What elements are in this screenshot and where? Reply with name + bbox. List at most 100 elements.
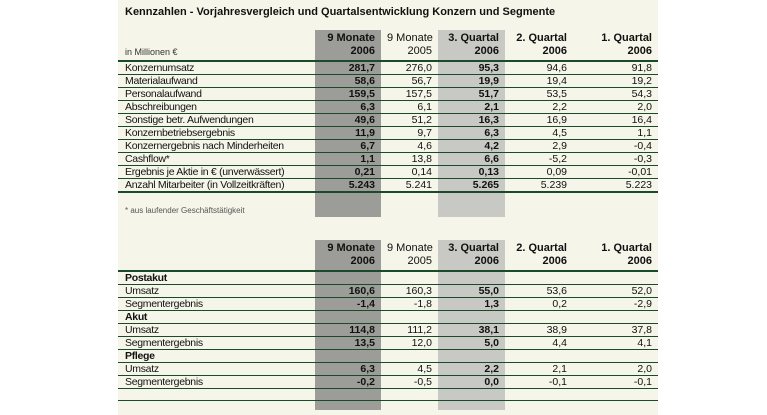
cell-value: 6,1 [381, 100, 438, 114]
cell-value: -0,3 [573, 152, 658, 166]
cell-value: 0,0 [438, 375, 505, 389]
column-header: 2. Quartal 2006 [505, 240, 573, 273]
report-panel: Kennzahlen - Vorjahresvergleich und Quar… [118, 0, 658, 415]
cell-value: 58,6 [315, 74, 381, 88]
column-header: 9 Monate 2006 [315, 240, 381, 273]
cell-value: 6,3 [438, 126, 505, 140]
cell-value: 5.265 [438, 178, 505, 193]
empty-cell [573, 310, 658, 324]
empty-cell [438, 271, 505, 285]
cell-value: -0,1 [505, 375, 573, 389]
cell-value: 4,5 [381, 362, 438, 376]
segment-name: Pflege [118, 349, 315, 363]
table-row: Ergebnis je Aktie in € (unverwässert) 0,2… [118, 165, 658, 179]
cell-value: 1,1 [573, 126, 658, 140]
table-row: Segmentergebnis 13,5 12,0 5,0 4,4 4,1 [118, 336, 658, 350]
cell-value: 276,0 [405, 62, 432, 75]
empty-cell [505, 310, 573, 324]
cell-value: 4,1 [573, 336, 658, 350]
cell-value: 54,3 [573, 87, 658, 101]
column-header-year: 2006 [350, 44, 375, 57]
cell-value: 38,1 [438, 323, 505, 337]
cell-value: -5,2 [505, 152, 573, 166]
column-header-year: 2006 [542, 254, 567, 267]
row-label: Konzernumsatz [125, 62, 195, 75]
column-header: 3. Quartal 2006 [438, 240, 505, 273]
cell-value: 157,5 [381, 87, 438, 101]
cell-value: 1,3 [438, 297, 505, 311]
table-row: Konzernbetriebsergebnis 11,9 9,7 6,3 4,5 1,1 [118, 126, 658, 140]
cell-value: 4,6 [381, 139, 438, 153]
cell-value: 13,8 [381, 152, 438, 166]
column-header-period: 3. Quartal [448, 242, 499, 254]
segment-figures-table: 9 Monate 2006 9 Monate 2005 3. Quartal 2006 2.… [118, 240, 658, 390]
column-header: 1. Quartal 2006 [573, 240, 658, 273]
column-header-period: 9 Monate [387, 32, 433, 44]
cell-value: 160,3 [381, 284, 438, 298]
empty-cell [573, 349, 658, 363]
cell-value: 2,1 [505, 362, 573, 376]
segment-section-row: Postakut [118, 271, 658, 285]
row-label: Sonstige betr. Aufwendungen [118, 113, 315, 127]
cell-value: 19,4 [505, 74, 573, 88]
row-label: Umsatz [118, 284, 315, 298]
cell-value: 4,2 [438, 139, 505, 153]
cell-value: -1,4 [315, 297, 381, 311]
cell-value: -1,8 [381, 297, 438, 311]
cell-value: 37,8 [573, 323, 658, 337]
column-header-year: 2006 [350, 254, 375, 267]
cell-value: 2,0 [573, 362, 658, 376]
cell-value: 11,9 [315, 126, 381, 140]
cell-value: 0,09 [505, 165, 573, 179]
column-header-year: 2006 [474, 254, 499, 267]
cell-value: 16,9 [505, 113, 573, 127]
column-header-year: 2006 [474, 44, 499, 57]
cell-value: 51,7 [438, 87, 505, 101]
cell-value: 5.223 [573, 178, 658, 193]
column-header: 9 Monate 2005 [381, 240, 438, 273]
column-header: 2. Quartal 2006 [505, 30, 573, 63]
table-row: Konzernergebnis nach Minderheiten 6,7 4,6 4… [118, 139, 658, 153]
cell-value: 51,2 [381, 113, 438, 127]
empty-cell [505, 271, 573, 285]
cell-value: -0,1 [573, 375, 658, 389]
cell-value: 5.243 [315, 178, 381, 193]
table-row: Personalaufwand 159,5 157,5 51,7 53,5 54,3 [118, 87, 658, 101]
table-row: Sonstige betr. Aufwendungen 49,6 51,2 16,3 1… [118, 113, 658, 127]
cell-value: 0,13 [438, 165, 505, 179]
empty-cell [381, 310, 438, 324]
segment-section-row: Akut [118, 310, 658, 324]
cell-value: -0,01 [573, 165, 658, 179]
empty-cell [438, 349, 505, 363]
cell-value: 2,2 [438, 362, 505, 376]
cell-value: 38,9 [505, 323, 573, 337]
cell-value: 2,2 [505, 100, 573, 114]
cell-value: 49,6 [315, 113, 381, 127]
cell-value: 4,5 [505, 126, 573, 140]
cell-value: 94,6 [546, 62, 567, 75]
column-header-period: 9 Monate [327, 32, 375, 44]
cell-value: 91,8 [631, 62, 652, 75]
empty-cell [573, 271, 658, 285]
page-title: Kennzahlen - Vorjahresvergleich und Quar… [125, 6, 556, 18]
cell-value: 114,8 [315, 323, 381, 337]
column-header-period: 1. Quartal [601, 242, 652, 254]
row-label: Umsatz [118, 323, 315, 337]
cell-value: 0,2 [505, 297, 573, 311]
row-label: Segmentergebnis [118, 336, 315, 350]
column-header-year: 2006 [542, 44, 567, 57]
cell-value: 2,0 [573, 100, 658, 114]
table-row: Segmentergebnis -1,4 -1,8 1,3 0,2 -2,9 [118, 297, 658, 311]
cell-value: 160,6 [315, 284, 381, 298]
row-label: Abschreibungen [118, 100, 315, 114]
column-header-year: 2006 [627, 254, 652, 267]
segment-table-body: Postakut Umsatz 160,6 160,3 55,0 53,6 52,0 Segm… [118, 271, 658, 389]
cell-value: 0,21 [315, 165, 381, 179]
column-header-period: 2. Quartal [516, 242, 567, 254]
cell-value: 281,7 [348, 62, 375, 75]
cell-value: 16,3 [438, 113, 505, 127]
header-row: 9 Monate 2006 9 Monate 2005 3. Quartal 2006 2.… [118, 240, 658, 273]
row-label: Segmentergebnis [118, 297, 315, 311]
cell-value: -0,5 [381, 375, 438, 389]
column-header-year: 2005 [407, 254, 432, 267]
